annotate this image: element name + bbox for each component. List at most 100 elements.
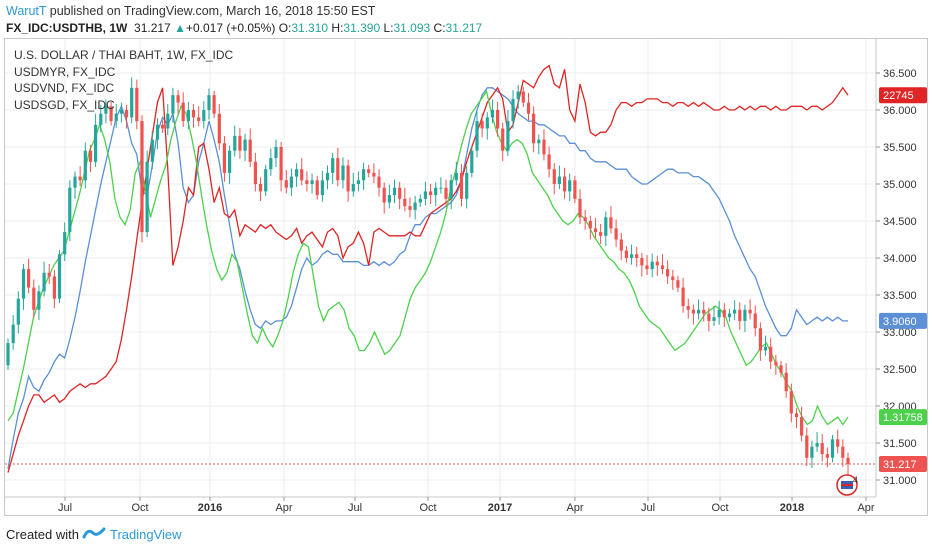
legend-usdmyr[interactable]: USDMYR, FX_IDC	[14, 64, 116, 79]
x-tick-label: Oct	[419, 502, 436, 514]
candle-body	[769, 346, 773, 362]
events-marker: 4	[836, 474, 858, 496]
author-link[interactable]: WarutT	[6, 4, 47, 18]
x-tick-label: Jul	[348, 502, 362, 514]
candle-body	[563, 176, 567, 192]
tradingview-logo-icon[interactable]	[82, 525, 106, 541]
y-tick-label: 33.000	[883, 327, 917, 339]
candle-body	[439, 187, 443, 189]
open-label: O:	[278, 21, 292, 35]
ohlc-line: FX_IDC:USDTHB, 1W 31.217 ▲+0.017 (+0.05%…	[6, 21, 482, 35]
candle-body	[810, 446, 814, 458]
candle-body	[846, 457, 850, 464]
candle-body	[676, 280, 680, 288]
close-value: 31.217	[445, 21, 483, 35]
candle-body	[124, 110, 129, 118]
candle-body	[681, 287, 685, 307]
candle-body	[805, 435, 809, 458]
candle-body	[387, 195, 391, 203]
candle-body	[119, 110, 123, 114]
candle-body	[444, 187, 448, 199]
candle-body	[774, 361, 778, 366]
y-tick-label: 34.500	[883, 216, 917, 228]
candle-body	[506, 121, 510, 151]
candle-body	[233, 135, 237, 151]
candle-body	[459, 172, 464, 199]
x-tick-label: Jul	[58, 502, 72, 514]
candle-body	[490, 110, 494, 118]
candle-body	[372, 172, 376, 177]
y-tick-label: 36.500	[883, 68, 917, 80]
candle-body	[109, 106, 113, 122]
symbol-label[interactable]: FX_IDC:USDTHB, 1W	[6, 21, 128, 35]
candle-body	[258, 184, 263, 192]
candle-body	[820, 443, 824, 455]
candle-body	[274, 147, 278, 159]
candle-body	[619, 239, 623, 251]
candle-body	[697, 309, 701, 314]
legend-usdvnd[interactable]: USDVND, FX_IDC	[14, 81, 115, 95]
candle-body	[341, 165, 345, 181]
series-legend: U.S. DOLLAR / THAI BAHT, 1W, FX_IDC USDM…	[14, 47, 233, 113]
legend-usdsgd[interactable]: USDSGD, FX_IDC	[14, 97, 115, 112]
legend-main[interactable]: U.S. DOLLAR / THAI BAHT, 1W, FX_IDC	[14, 48, 234, 62]
candle-body	[640, 258, 644, 266]
candle-body	[130, 87, 134, 118]
candle-body	[78, 176, 82, 181]
price-change: +0.017 (+0.05%)	[185, 21, 276, 35]
candle-body	[712, 317, 716, 321]
candle-body	[47, 272, 51, 277]
x-tick-label: Apr	[275, 502, 292, 514]
candle-body	[717, 309, 721, 318]
candle-body	[32, 287, 36, 310]
candle-body	[161, 124, 165, 129]
candle-body	[526, 102, 531, 114]
y-tick-label: 31.500	[883, 438, 917, 450]
candle-body	[753, 313, 757, 329]
usdthb-price-badge	[879, 455, 927, 472]
candle-body	[691, 309, 695, 314]
candle-body	[434, 187, 438, 196]
candle-body	[68, 187, 72, 233]
usdmyr-price-badge-text: 3.9060	[883, 316, 917, 328]
candle-body	[104, 106, 108, 114]
tradingview-link[interactable]: TradingView	[110, 527, 182, 542]
y-tick-label: 35.000	[883, 179, 917, 191]
candle-body	[496, 110, 500, 129]
candle-body	[532, 113, 536, 144]
candle-body	[155, 124, 160, 140]
x-tick-label: Jul	[641, 502, 655, 514]
candle-body	[315, 180, 319, 196]
usdsgd-price-badge-text: 1.31758	[883, 412, 923, 424]
candle-body	[284, 180, 288, 188]
published-text: published on TradingView.com, March 16, …	[46, 4, 376, 18]
candle-body	[537, 139, 541, 144]
candle-body	[686, 306, 690, 310]
candle-body	[630, 254, 634, 258]
chart-frame[interactable]	[4, 38, 928, 516]
candle-body	[660, 265, 665, 270]
candle-body	[212, 95, 216, 114]
candle-body	[382, 187, 386, 203]
candle-body	[573, 180, 577, 199]
candle-body	[516, 91, 520, 99]
candle-body	[135, 87, 139, 122]
publish-line: WarutT published on TradingView.com, Mar…	[6, 4, 375, 18]
candle-body	[398, 187, 402, 199]
x-tick-label: Apr	[857, 502, 874, 514]
candle-body	[702, 309, 706, 314]
candle-body	[423, 191, 427, 199]
candle-body	[27, 269, 31, 288]
candle-body	[351, 184, 355, 192]
x-tick-label: Apr	[566, 502, 583, 514]
candle-body	[140, 121, 144, 233]
candle-body	[830, 439, 835, 458]
usdvnd-price-badge-text: 22745	[883, 90, 914, 102]
candle-body	[733, 309, 737, 314]
candle-body	[305, 180, 309, 184]
candle-body	[191, 110, 196, 118]
last-price: 31.217	[134, 21, 171, 35]
candle-body	[624, 250, 628, 258]
usdthb-price-badge-text: 31.217	[883, 459, 917, 471]
